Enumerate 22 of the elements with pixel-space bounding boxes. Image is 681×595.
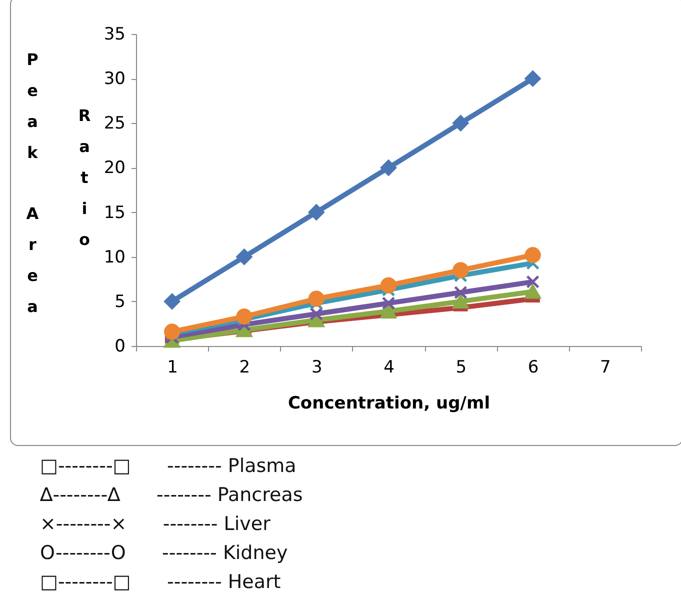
y-tick-label: 35 (104, 24, 126, 44)
x-tick-label: 5 (456, 358, 467, 378)
text: O--------O -------- Kidney (40, 541, 289, 566)
x-axis-title: Concentration, ug/ml (288, 394, 490, 414)
text: □--------□ -------- Plasma (40, 454, 298, 479)
y-tick-label: 25 (104, 114, 126, 134)
y-tick-label: 30 (104, 69, 126, 90)
x-tick-label: 3 (311, 358, 322, 378)
x-tick-label: 1 (167, 358, 178, 378)
y-tick-label: 5 (114, 292, 126, 312)
y-tick-label: 10 (104, 247, 126, 268)
y-tick-label: 0 (114, 336, 126, 356)
text: □--------□ -------- Heart (40, 570, 282, 595)
x-tick-label: 7 (600, 358, 611, 378)
x-tick-label: 4 (384, 358, 394, 378)
x-tick-label: 2 (239, 358, 250, 378)
y-tick-label: 20 (104, 158, 126, 178)
text: ∆--------∆ -------- Pancreas (40, 483, 303, 508)
text: ×--------× -------- Liver (40, 512, 272, 537)
text: Peak Area Ratio (23, 50, 94, 328)
x-tick-label: 6 (528, 358, 539, 378)
y-tick-label: 15 (104, 202, 126, 223)
